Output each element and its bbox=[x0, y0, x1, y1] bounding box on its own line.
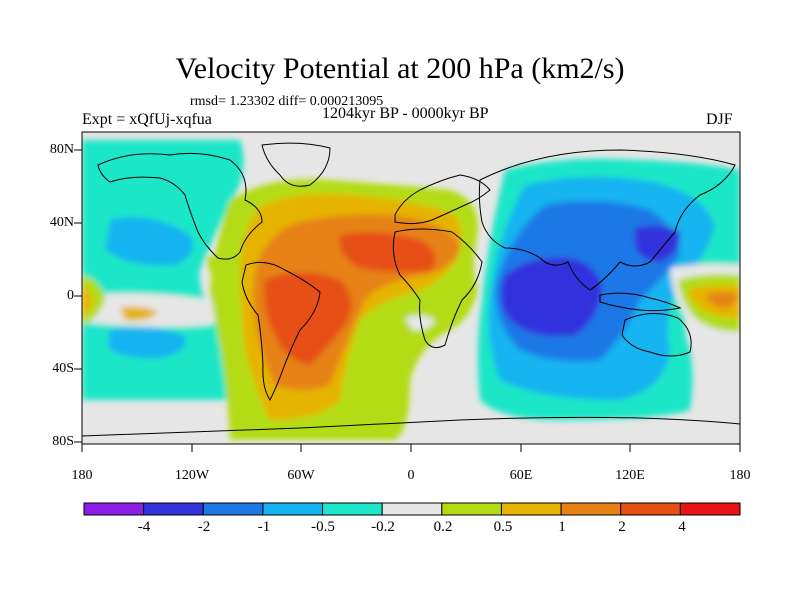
coast-asia bbox=[478, 149, 736, 291]
stats-label: rmsd= 1.23302 diff= 0.000213095 bbox=[190, 94, 384, 109]
contour-pos-pacific-yellow bbox=[82, 275, 105, 325]
colorbar-swatch bbox=[500, 502, 562, 516]
colorbar-swatch bbox=[560, 502, 622, 516]
colorbar-label: -2 bbox=[197, 519, 211, 535]
contour-pos-pacific-orange bbox=[82, 285, 92, 316]
experiment-label: Expt = xQfUj-xqfua bbox=[82, 111, 212, 128]
y-tick-label: 40S bbox=[52, 361, 74, 376]
contour-gap-mexico bbox=[206, 254, 236, 279]
colorbar bbox=[83, 502, 741, 516]
x-tick-label: 60W bbox=[287, 468, 315, 483]
coast-greenland bbox=[261, 142, 331, 187]
colorbar-swatch bbox=[143, 502, 204, 516]
colorbar-swatch bbox=[322, 502, 383, 516]
axis-ticks bbox=[74, 149, 741, 452]
coast-north-america bbox=[97, 152, 263, 260]
contour-gap-atlantic bbox=[405, 315, 435, 331]
colorbar-swatch bbox=[202, 502, 264, 516]
period-label: 1204kyr BP - 0000kyr BP bbox=[322, 105, 489, 122]
season-label: DJF bbox=[706, 111, 733, 128]
colorbar-label: 0.2 bbox=[433, 519, 453, 535]
contour-field bbox=[82, 132, 740, 444]
contour-neg-asia-darkblue bbox=[635, 225, 681, 262]
coast-australia bbox=[621, 313, 692, 357]
colorbar-label: 0.5 bbox=[493, 519, 513, 535]
colorbar-label: -0.2 bbox=[371, 519, 395, 535]
coast-indonesia bbox=[599, 292, 682, 312]
coast-europe bbox=[394, 174, 491, 225]
y-tick-label: 0 bbox=[67, 288, 74, 303]
map-title: Velocity Potential at 200 hPa (km2/s) bbox=[175, 52, 625, 85]
contour-neg-south-pacific bbox=[108, 327, 186, 359]
x-tick-label: 120E bbox=[615, 468, 645, 483]
colorbar-label: -1 bbox=[257, 519, 271, 535]
x-tick-label: 180 bbox=[729, 468, 751, 483]
contour-pos-sa-red bbox=[264, 272, 352, 365]
colorbar-swatch bbox=[83, 502, 145, 516]
y-tick-label: 40N bbox=[49, 215, 74, 230]
y-tick-label: 80S bbox=[52, 434, 74, 449]
x-tick-label: 180 bbox=[71, 468, 93, 483]
colorbar-swatch bbox=[262, 502, 324, 516]
colorbar-label: -4 bbox=[137, 519, 151, 535]
colorbar-label: 4 bbox=[678, 519, 686, 535]
contour-pos-africa-red bbox=[339, 232, 436, 273]
x-tick-label: 120W bbox=[174, 468, 210, 483]
contour-neg-indian-darkblue bbox=[501, 257, 602, 336]
colorbar-label: 2 bbox=[618, 519, 626, 535]
colorbar-swatch bbox=[381, 502, 443, 516]
colorbar-swatch bbox=[441, 502, 502, 516]
contour-pos-east-darkorange bbox=[706, 292, 738, 308]
contour-neg-west-inner bbox=[105, 217, 193, 266]
coast-africa bbox=[392, 228, 483, 349]
colorbar-swatch bbox=[679, 502, 741, 516]
y-tick-label: 80N bbox=[49, 142, 74, 157]
contour-pos-pacific-small bbox=[120, 306, 158, 321]
coast-antarctica bbox=[82, 416, 740, 437]
x-tick-label: 0 bbox=[407, 468, 415, 483]
coastlines bbox=[82, 142, 740, 437]
colorbar-label: -0.5 bbox=[311, 519, 335, 535]
colorbar-label: 1 bbox=[558, 519, 566, 535]
colorbar-swatch bbox=[620, 502, 681, 516]
x-tick-label: 60E bbox=[509, 468, 533, 483]
coast-south-america bbox=[241, 261, 321, 401]
